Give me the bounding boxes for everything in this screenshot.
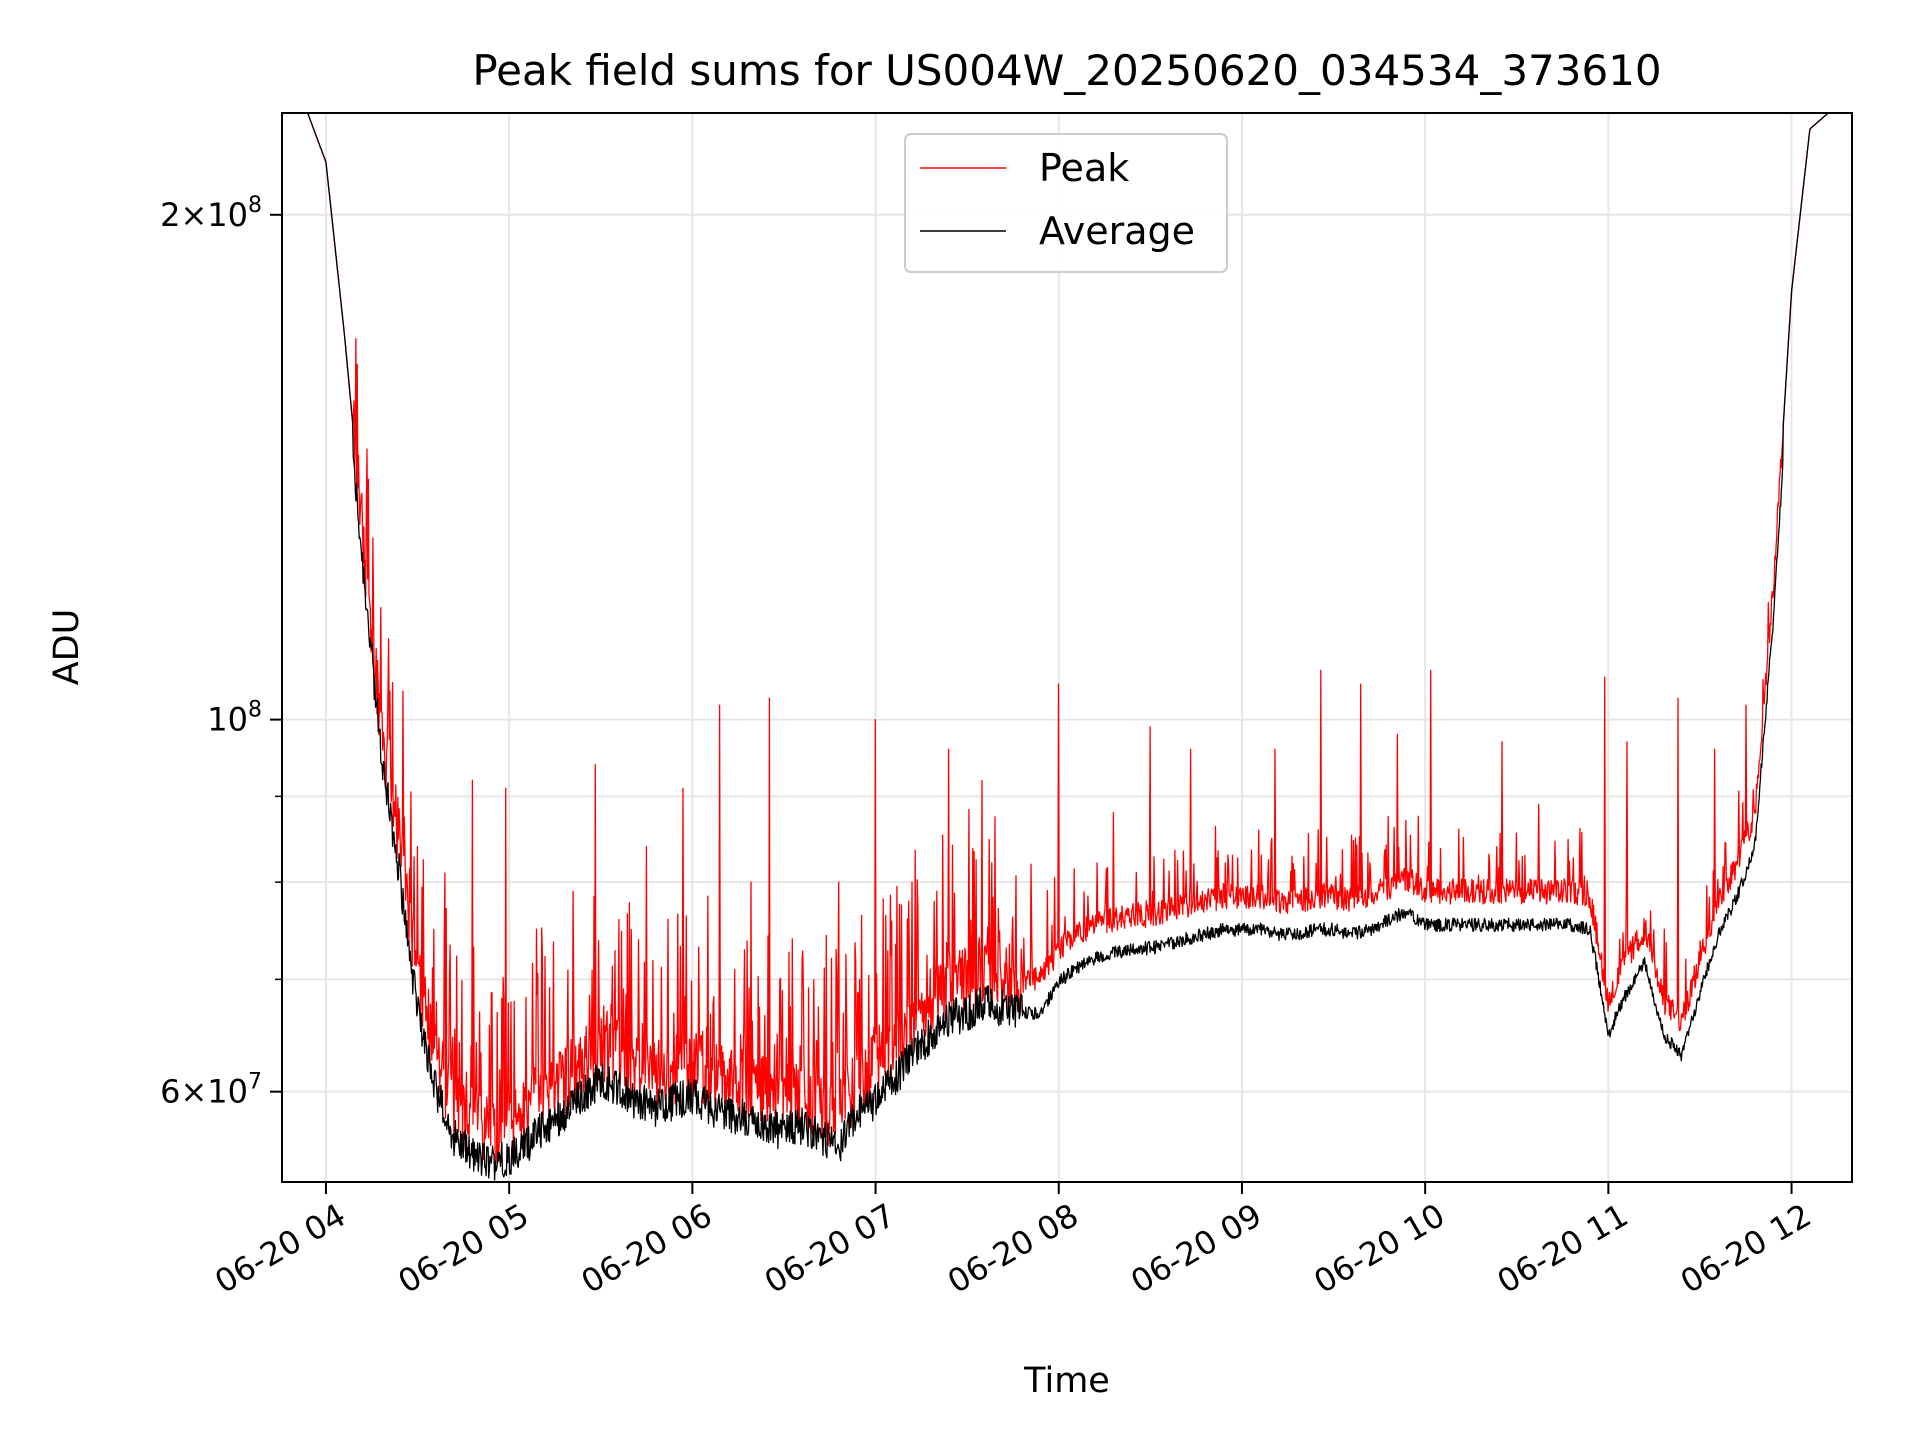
legend-label-average: Average xyxy=(1039,209,1195,253)
series-line-peak xyxy=(282,112,1852,1166)
chart-title: Peak field sums for US004W_20250620_0345… xyxy=(472,46,1661,95)
y-axis: 6×107 108 2×108 xyxy=(160,193,282,1111)
legend-label-peak: Peak xyxy=(1039,146,1129,190)
plot-frame xyxy=(281,112,1853,1183)
series-line-average xyxy=(282,112,1852,1181)
y-tick-label: 6×107 xyxy=(160,1070,262,1111)
y-axis-label: ADU xyxy=(47,609,87,686)
series-layer xyxy=(282,112,1852,1181)
x-axis-label: Time xyxy=(1023,1361,1110,1401)
y-tick-label: 108 xyxy=(207,698,262,739)
y-tick-label: 2×108 xyxy=(160,193,262,234)
legend: Peak Average xyxy=(904,133,1228,273)
